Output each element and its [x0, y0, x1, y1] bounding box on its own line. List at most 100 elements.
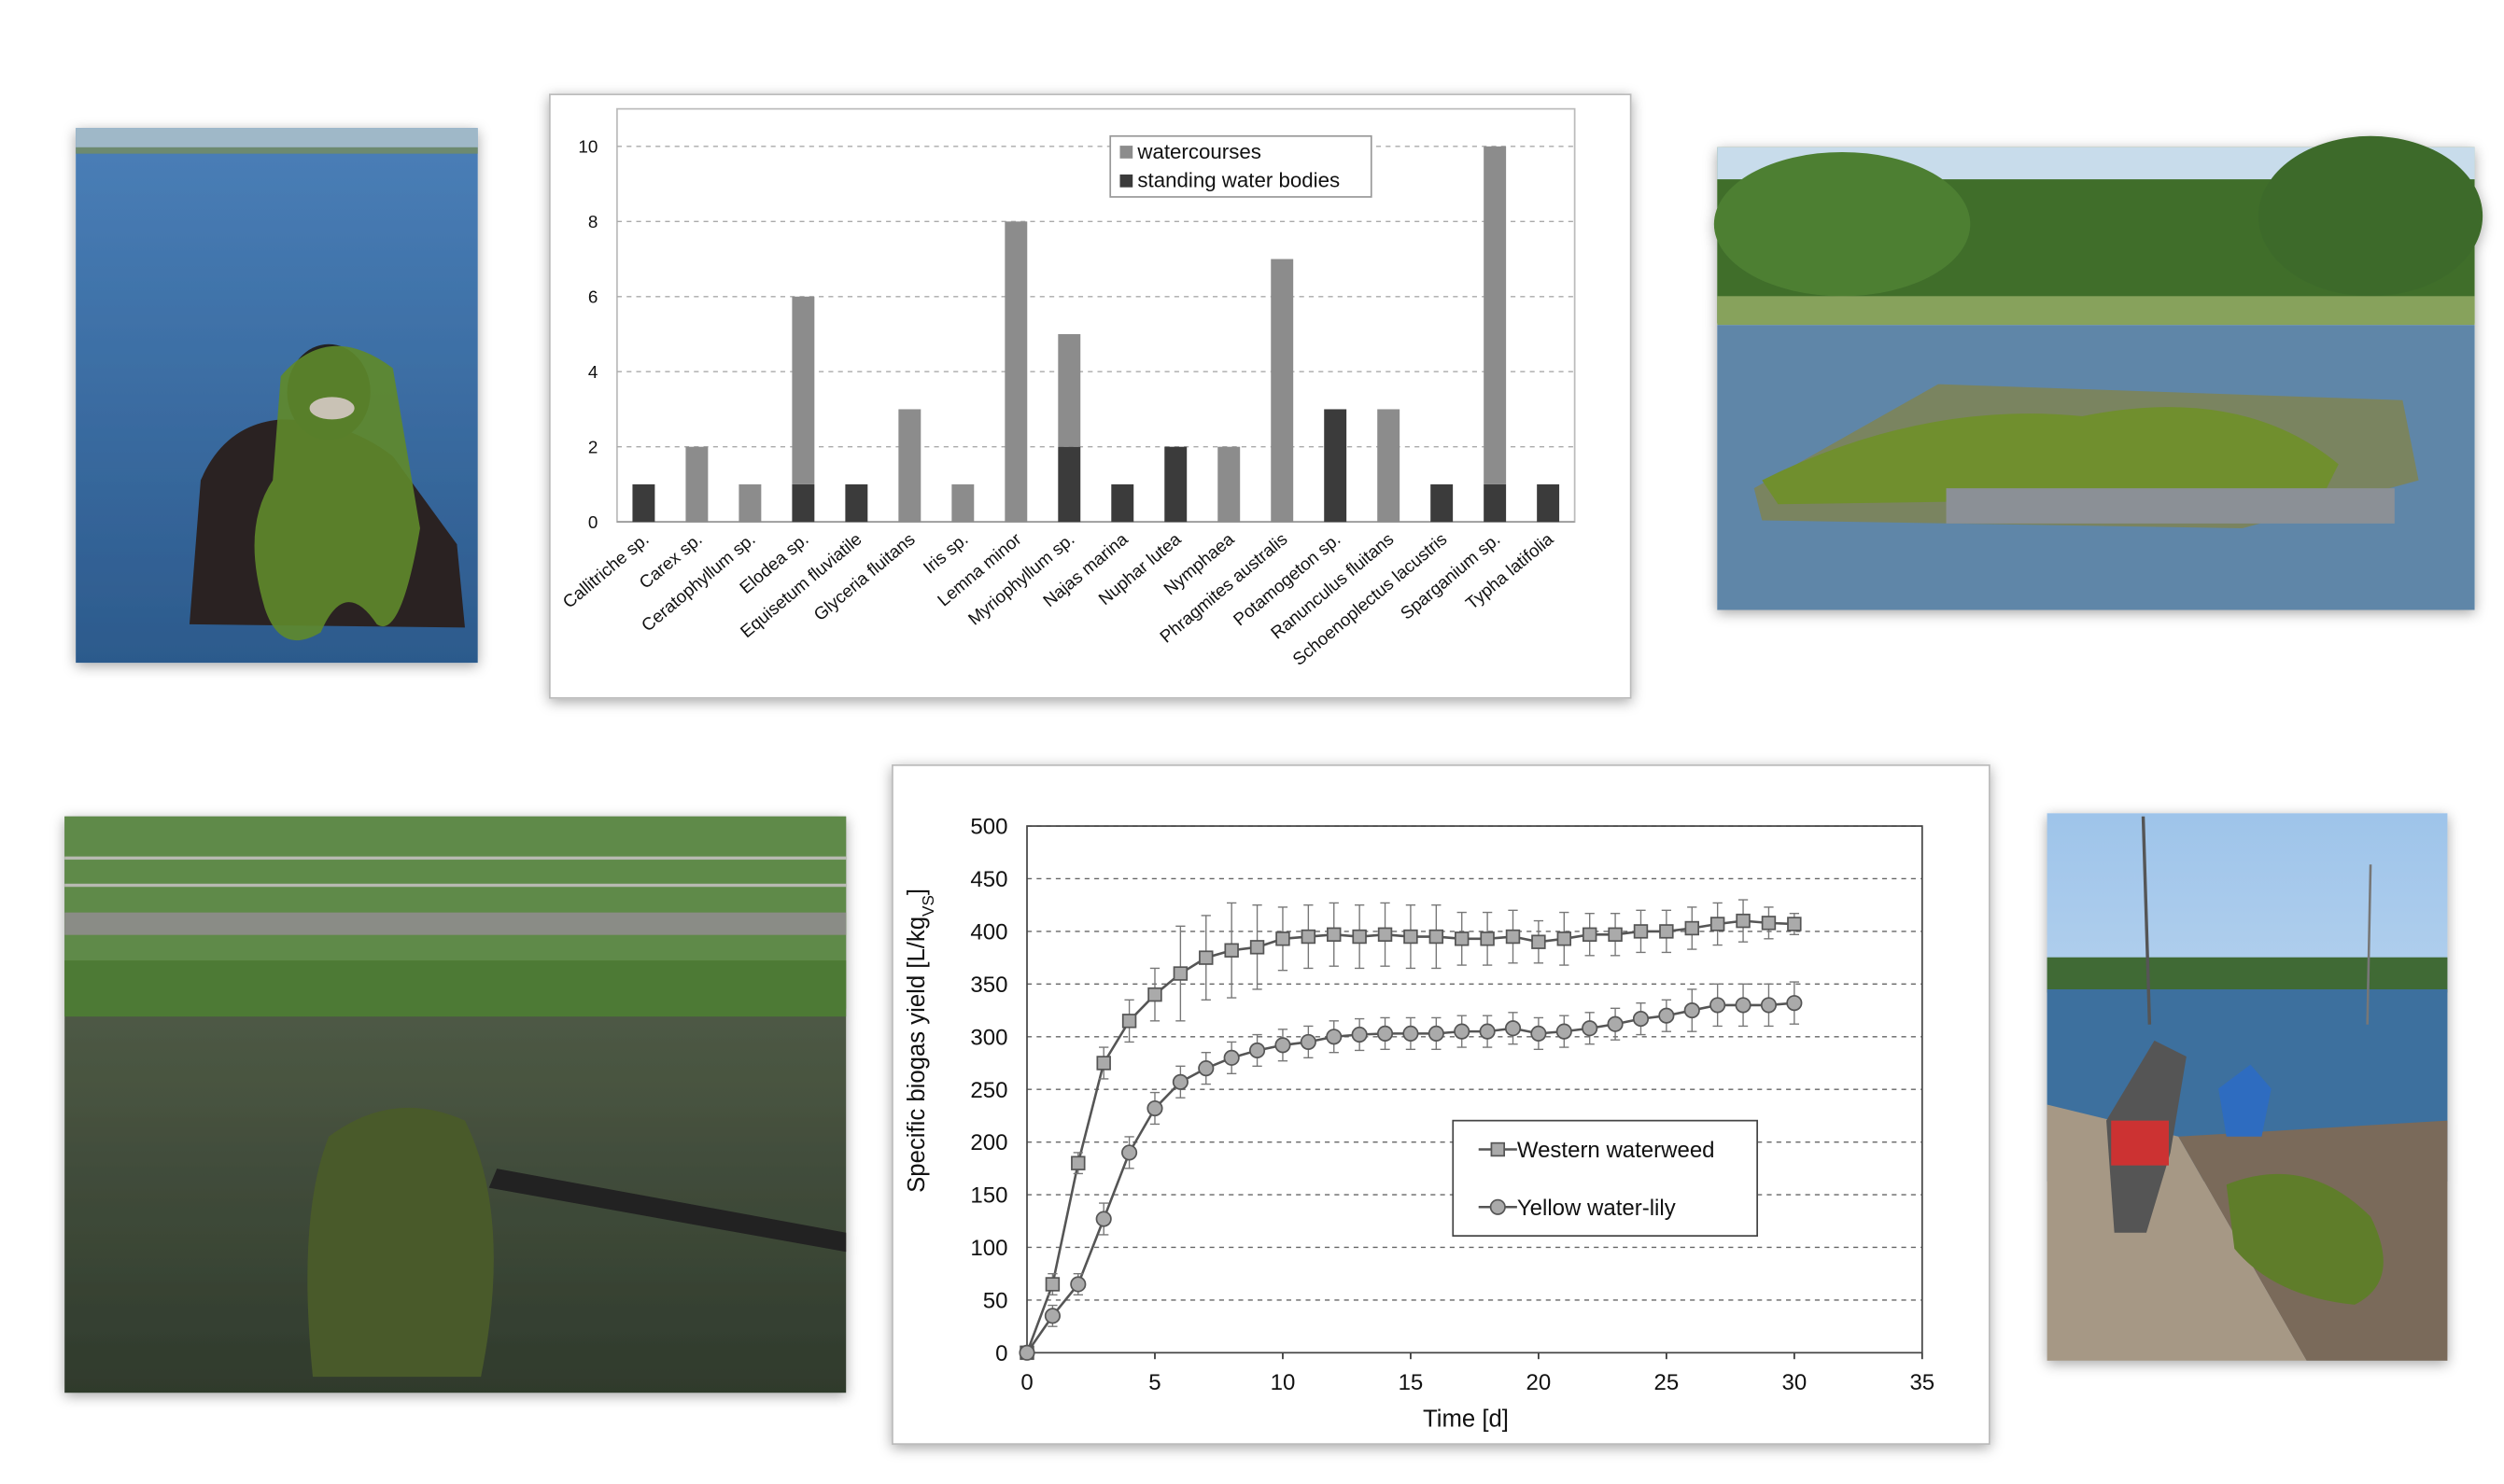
x-tick-label: 0: [1020, 1370, 1033, 1395]
marker: [1504, 1020, 1522, 1037]
photo-harbour: [2047, 813, 2448, 1361]
marker: [1531, 934, 1546, 949]
x-tick-label: 30: [1781, 1370, 1807, 1395]
legend-marker: [1489, 1198, 1506, 1215]
marker: [1683, 1001, 1700, 1019]
x-tick-label: 15: [1399, 1370, 1424, 1395]
marker: [1556, 931, 1572, 946]
photo-diver: [76, 128, 478, 664]
marker: [1608, 927, 1623, 943]
bar-segment: [792, 296, 815, 484]
marker: [1147, 987, 1162, 1002]
marker: [1787, 917, 1802, 931]
y-tick-label: 0: [588, 512, 598, 532]
marker: [1070, 1276, 1087, 1293]
marker: [1479, 1023, 1496, 1040]
bar-segment: [1377, 409, 1400, 523]
marker: [1428, 1025, 1444, 1042]
marker: [1505, 929, 1521, 945]
marker: [1300, 1033, 1316, 1050]
marker: [1709, 917, 1725, 931]
marker: [1071, 1155, 1086, 1170]
marker: [1530, 1025, 1547, 1042]
bar-segment: [1430, 483, 1454, 523]
marker: [1735, 997, 1751, 1014]
x-axis-title: Time [d]: [1423, 1406, 1509, 1432]
bar-segment: [1058, 334, 1081, 447]
bar-segment: [1537, 483, 1560, 523]
marker: [1275, 931, 1290, 946]
marker: [1223, 1049, 1240, 1066]
marker: [1326, 1029, 1343, 1045]
legend-marker: [1490, 1141, 1506, 1157]
y-tick-label: 200: [970, 1130, 1007, 1155]
x-tick-label: 10: [1271, 1370, 1296, 1395]
y-axis-title: Specific biogas yield [L/kgVS]: [904, 889, 937, 1193]
y-tick-label: 450: [970, 867, 1007, 892]
y-tick-label: 8: [588, 212, 598, 231]
bar-segment: [792, 483, 815, 523]
x-tick-label: 20: [1526, 1370, 1552, 1395]
y-tick-label: 500: [970, 815, 1007, 840]
marker: [1044, 1308, 1061, 1324]
marker: [1658, 1007, 1675, 1024]
marker: [1402, 1025, 1419, 1042]
marker: [1121, 1014, 1137, 1029]
bar-segment: [1484, 146, 1507, 484]
marker: [1761, 916, 1777, 931]
marker: [1274, 1037, 1291, 1054]
y-tick-label: 0: [995, 1341, 1007, 1366]
plot-area: [1026, 825, 1923, 1354]
y-axis-title-text: Specific biogas yield [L/kg: [904, 917, 930, 1193]
y-axis-title-suffix: ]: [904, 889, 930, 895]
marker: [1327, 927, 1342, 943]
marker: [1786, 995, 1803, 1012]
bar-segment: [1164, 446, 1188, 523]
marker: [1736, 913, 1751, 929]
marker: [1582, 1020, 1598, 1037]
y-tick-label: 100: [970, 1236, 1007, 1261]
marker: [1199, 950, 1214, 965]
marker: [1480, 931, 1495, 946]
bar-segment: [845, 483, 868, 523]
marker: [1454, 1023, 1470, 1040]
bar-segment: [632, 483, 655, 523]
bar-segment: [1271, 259, 1294, 523]
bar-segment: [1058, 446, 1081, 523]
bar-segment: [1005, 221, 1028, 523]
marker: [1760, 997, 1778, 1014]
y-tick-label: 400: [970, 919, 1007, 945]
marker: [1684, 920, 1699, 936]
chart-frame: [892, 764, 1991, 1445]
marker: [1301, 929, 1316, 945]
y-tick-label: 150: [970, 1183, 1007, 1209]
legend-label: standing water bodies: [1137, 169, 1340, 192]
marker: [1249, 940, 1265, 955]
marker: [1376, 1025, 1394, 1042]
x-tick-label: 25: [1654, 1370, 1680, 1395]
marker: [1198, 1060, 1215, 1077]
marker: [1659, 924, 1674, 939]
legend-swatch: [1119, 146, 1133, 159]
y-tick-label: 4: [588, 362, 598, 382]
marker: [1096, 1056, 1111, 1071]
marker: [1095, 1211, 1112, 1227]
y-tick-label: 2: [588, 438, 598, 457]
bar-segment: [739, 483, 762, 523]
marker: [1607, 1015, 1624, 1032]
marker: [1709, 997, 1726, 1014]
bar-segment: [951, 483, 975, 523]
marker: [1248, 1042, 1266, 1059]
marker: [1352, 929, 1367, 945]
bar-segment: [1324, 409, 1347, 523]
marker: [1224, 943, 1239, 958]
photo-pond: [64, 816, 847, 1393]
marker: [1146, 1099, 1163, 1117]
legend-box: [1109, 134, 1372, 198]
x-tick-label: 5: [1148, 1370, 1161, 1395]
chart-frame: [549, 93, 1632, 699]
y-tick-label: 6: [588, 287, 598, 307]
y-tick-label: 50: [983, 1288, 1008, 1313]
marker: [1173, 966, 1189, 981]
legend-box: [1452, 1119, 1759, 1238]
